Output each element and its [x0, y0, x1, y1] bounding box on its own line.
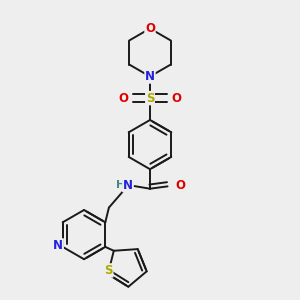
- Text: N: N: [145, 70, 155, 83]
- Text: H: H: [116, 180, 125, 190]
- Text: O: O: [175, 179, 185, 192]
- Text: N: N: [123, 178, 133, 192]
- Text: O: O: [145, 22, 155, 35]
- Text: N: N: [53, 239, 63, 252]
- Text: S: S: [104, 264, 113, 277]
- Text: O: O: [171, 92, 182, 105]
- Text: O: O: [118, 92, 129, 105]
- Text: S: S: [146, 92, 154, 105]
